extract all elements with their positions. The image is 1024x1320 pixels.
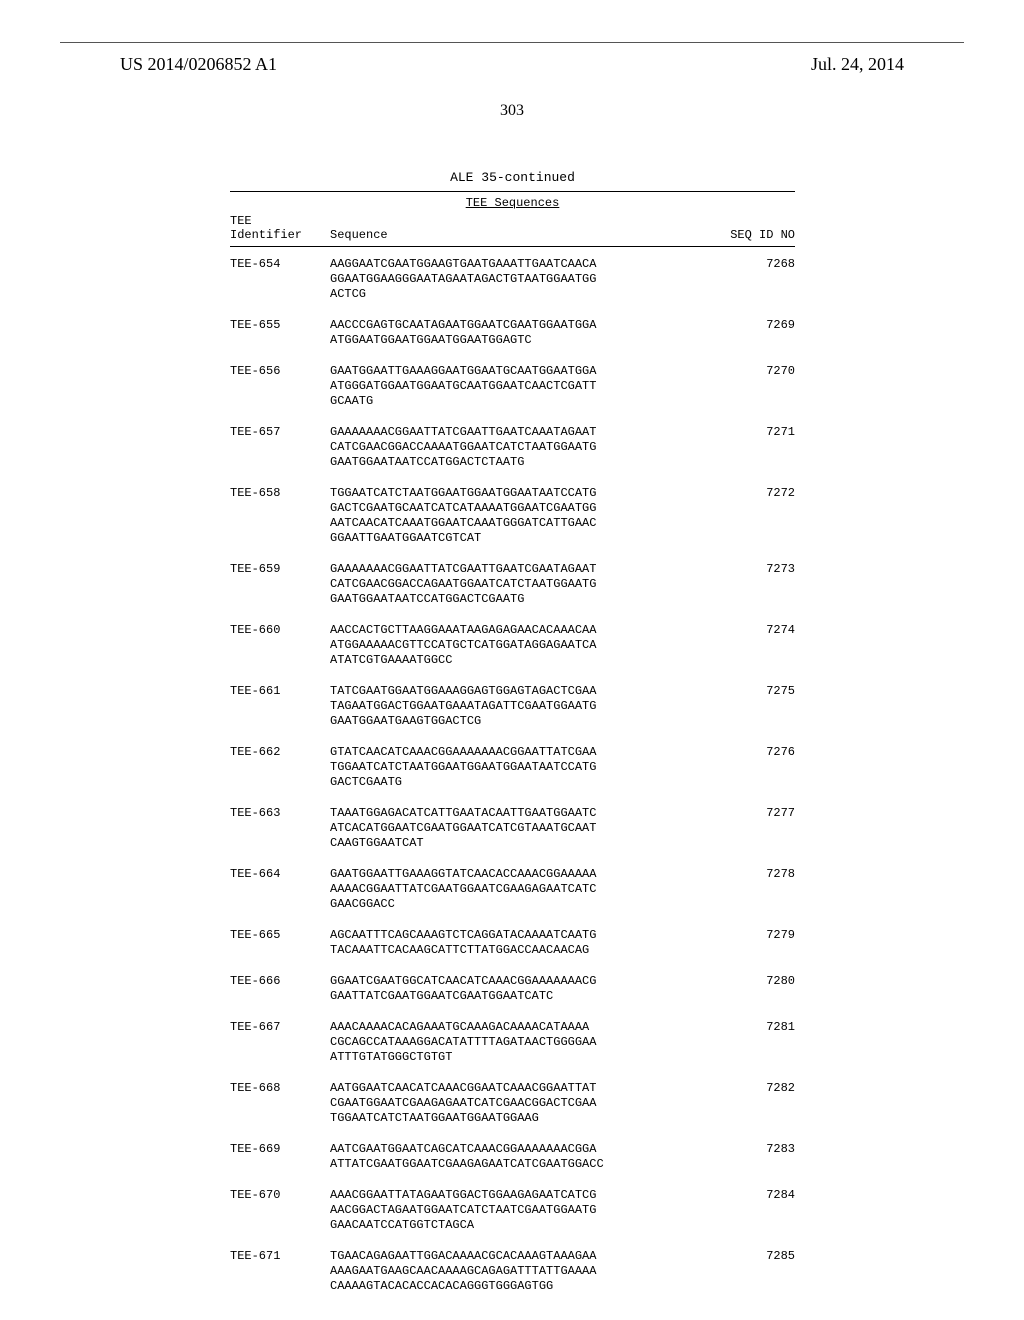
- table-rows: TEE-654AAGGAATCGAATGGAAGTGAATGAAATTGAATC…: [230, 247, 795, 1294]
- row-seq-id: 7280: [700, 974, 795, 988]
- publication-date: Jul. 24, 2014: [811, 54, 904, 75]
- table-subtitle: TEE Sequences: [230, 192, 795, 214]
- row-seq-id: 7273: [700, 562, 795, 576]
- row-sequence: TGAACAGAGAATTGGACAAAACGCACAAAGTAAAGAA AA…: [330, 1249, 700, 1294]
- table-row: TEE-660AACCACTGCTTAAGGAAATAAGAGAGAACACAA…: [230, 623, 795, 668]
- row-seq-id: 7274: [700, 623, 795, 637]
- table-row: TEE-666GGAATCGAATGGCATCAACATCAAACGGAAAAA…: [230, 974, 795, 1004]
- table-row: TEE-667AAACAAAACACAGAAATGCAAAGACAAAACATA…: [230, 1020, 795, 1065]
- row-seq-id: 7276: [700, 745, 795, 759]
- row-seq-id: 7284: [700, 1188, 795, 1202]
- table-row: TEE-662GTATCAACATCAAACGGAAAAAAACGGAATTAT…: [230, 745, 795, 790]
- row-sequence: AAACAAAACACAGAAATGCAAAGACAAAACATAAAA CGC…: [330, 1020, 700, 1065]
- row-identifier: TEE-656: [230, 364, 330, 378]
- row-seq-id: 7272: [700, 486, 795, 500]
- row-sequence: AACCCGAGTGCAATAGAATGGAATCGAATGGAATGGA AT…: [330, 318, 700, 348]
- col-sequence: Sequence: [330, 214, 700, 242]
- table-row: TEE-657GAAAAAAACGGAATTATCGAATTGAATCAAATA…: [230, 425, 795, 470]
- row-seq-id: 7268: [700, 257, 795, 271]
- tee-table: ALE 35-continued TEE Sequences TEE Ident…: [230, 170, 795, 1310]
- row-sequence: GTATCAACATCAAACGGAAAAAAACGGAATTATCGAA TG…: [330, 745, 700, 790]
- table-column-headers: TEE Identifier Sequence SEQ ID NO: [230, 214, 795, 246]
- row-sequence: GAATGGAATTGAAAGGAATGGAATGCAATGGAATGGA AT…: [330, 364, 700, 409]
- row-identifier: TEE-659: [230, 562, 330, 576]
- table-row: TEE-670AAACGGAATTATAGAATGGACTGGAAGAGAATC…: [230, 1188, 795, 1233]
- table-row: TEE-665AGCAATTTCAGCAAAGTCTCAGGATACAAAATC…: [230, 928, 795, 958]
- row-identifier: TEE-657: [230, 425, 330, 439]
- row-seq-id: 7282: [700, 1081, 795, 1095]
- row-identifier: TEE-664: [230, 867, 330, 881]
- table-title: ALE 35-continued: [230, 170, 795, 185]
- table-row: TEE-659GAAAAAAACGGAATTATCGAATTGAATCGAATA…: [230, 562, 795, 607]
- row-identifier: TEE-658: [230, 486, 330, 500]
- row-identifier: TEE-654: [230, 257, 330, 271]
- table-row: TEE-664GAATGGAATTGAAAGGTATCAACACCAAACGGA…: [230, 867, 795, 912]
- table-row: TEE-669AATCGAATGGAATCAGCATCAAACGGAAAAAAA…: [230, 1142, 795, 1172]
- row-sequence: TATCGAATGGAATGGAAAGGAGTGGAGTAGACTCGAA TA…: [330, 684, 700, 729]
- row-sequence: TAAATGGAGACATCATTGAATACAATTGAATGGAATC AT…: [330, 806, 700, 851]
- publication-number: US 2014/0206852 A1: [120, 54, 277, 75]
- col-id-line1: TEE: [230, 214, 330, 228]
- row-identifier: TEE-662: [230, 745, 330, 759]
- row-sequence: GGAATCGAATGGCATCAACATCAAACGGAAAAAAACG GA…: [330, 974, 700, 1004]
- col-id: TEE Identifier: [230, 214, 330, 242]
- row-sequence: TGGAATCATCTAATGGAATGGAATGGAATAATCCATG GA…: [330, 486, 700, 546]
- row-sequence: AGCAATTTCAGCAAAGTCTCAGGATACAAAATCAATG TA…: [330, 928, 700, 958]
- table-row: TEE-658TGGAATCATCTAATGGAATGGAATGGAATAATC…: [230, 486, 795, 546]
- row-sequence: AAACGGAATTATAGAATGGACTGGAAGAGAATCATCG AA…: [330, 1188, 700, 1233]
- table-row: TEE-668AATGGAATCAACATCAAACGGAATCAAACGGAA…: [230, 1081, 795, 1126]
- row-seq-id: 7278: [700, 867, 795, 881]
- row-seq-id: 7277: [700, 806, 795, 820]
- row-seq-id: 7271: [700, 425, 795, 439]
- col-seqid: SEQ ID NO: [700, 214, 795, 242]
- row-identifier: TEE-669: [230, 1142, 330, 1156]
- table-row: TEE-654AAGGAATCGAATGGAAGTGAATGAAATTGAATC…: [230, 257, 795, 302]
- row-identifier: TEE-667: [230, 1020, 330, 1034]
- row-identifier: TEE-671: [230, 1249, 330, 1263]
- row-sequence: AACCACTGCTTAAGGAAATAAGAGAGAACACAAACAA AT…: [330, 623, 700, 668]
- row-identifier: TEE-655: [230, 318, 330, 332]
- row-sequence: GAAAAAAACGGAATTATCGAATTGAATCGAATAGAAT CA…: [330, 562, 700, 607]
- header-divider: [60, 42, 964, 43]
- table-row: TEE-671TGAACAGAGAATTGGACAAAACGCACAAAGTAA…: [230, 1249, 795, 1294]
- col-id-line2: Identifier: [230, 228, 302, 242]
- row-seq-id: 7285: [700, 1249, 795, 1263]
- row-identifier: TEE-663: [230, 806, 330, 820]
- row-identifier: TEE-670: [230, 1188, 330, 1202]
- row-sequence: AATGGAATCAACATCAAACGGAATCAAACGGAATTAT CG…: [330, 1081, 700, 1126]
- row-seq-id: 7279: [700, 928, 795, 942]
- page-number: 303: [0, 102, 1024, 120]
- row-seq-id: 7269: [700, 318, 795, 332]
- row-seq-id: 7270: [700, 364, 795, 378]
- row-identifier: TEE-665: [230, 928, 330, 942]
- row-seq-id: 7281: [700, 1020, 795, 1034]
- row-identifier: TEE-661: [230, 684, 330, 698]
- row-sequence: AAGGAATCGAATGGAAGTGAATGAAATTGAATCAACA GG…: [330, 257, 700, 302]
- table-row: TEE-663TAAATGGAGACATCATTGAATACAATTGAATGG…: [230, 806, 795, 851]
- row-seq-id: 7283: [700, 1142, 795, 1156]
- row-seq-id: 7275: [700, 684, 795, 698]
- row-identifier: TEE-660: [230, 623, 330, 637]
- row-identifier: TEE-666: [230, 974, 330, 988]
- row-identifier: TEE-668: [230, 1081, 330, 1095]
- row-sequence: AATCGAATGGAATCAGCATCAAACGGAAAAAAACGGA AT…: [330, 1142, 700, 1172]
- table-row: TEE-655AACCCGAGTGCAATAGAATGGAATCGAATGGAA…: [230, 318, 795, 348]
- row-sequence: GAATGGAATTGAAAGGTATCAACACCAAACGGAAAAA AA…: [330, 867, 700, 912]
- row-sequence: GAAAAAAACGGAATTATCGAATTGAATCAAATAGAAT CA…: [330, 425, 700, 470]
- table-row: TEE-661TATCGAATGGAATGGAAAGGAGTGGAGTAGACT…: [230, 684, 795, 729]
- table-row: TEE-656GAATGGAATTGAAAGGAATGGAATGCAATGGAA…: [230, 364, 795, 409]
